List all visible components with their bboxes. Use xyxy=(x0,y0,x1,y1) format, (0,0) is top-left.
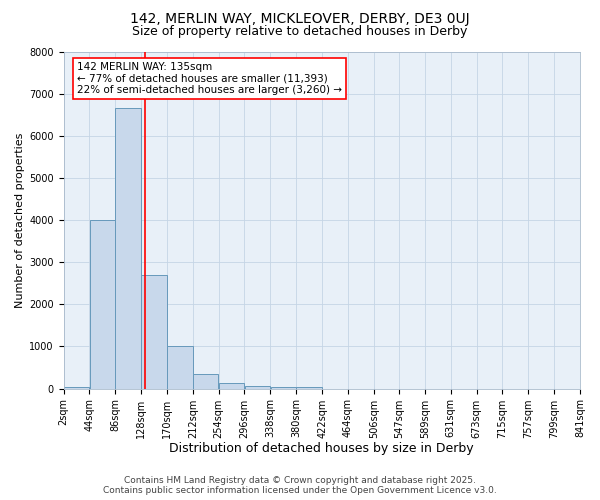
Bar xyxy=(115,108,141,388)
Bar xyxy=(167,346,193,389)
Bar xyxy=(141,275,167,388)
X-axis label: Distribution of detached houses by size in Derby: Distribution of detached houses by size … xyxy=(169,442,474,455)
Y-axis label: Number of detached properties: Number of detached properties xyxy=(15,132,25,308)
Text: 142 MERLIN WAY: 135sqm
← 77% of detached houses are smaller (11,393)
22% of semi: 142 MERLIN WAY: 135sqm ← 77% of detached… xyxy=(77,62,342,95)
Text: 142, MERLIN WAY, MICKLEOVER, DERBY, DE3 0UJ: 142, MERLIN WAY, MICKLEOVER, DERBY, DE3 … xyxy=(130,12,470,26)
Text: Contains HM Land Registry data © Crown copyright and database right 2025.
Contai: Contains HM Land Registry data © Crown c… xyxy=(103,476,497,495)
Bar xyxy=(219,383,244,388)
Bar xyxy=(193,374,218,388)
Text: Size of property relative to detached houses in Derby: Size of property relative to detached ho… xyxy=(133,25,467,38)
Bar xyxy=(64,386,89,388)
Bar xyxy=(89,220,115,388)
Bar xyxy=(245,386,270,388)
Bar xyxy=(296,386,322,388)
Bar xyxy=(271,386,296,388)
